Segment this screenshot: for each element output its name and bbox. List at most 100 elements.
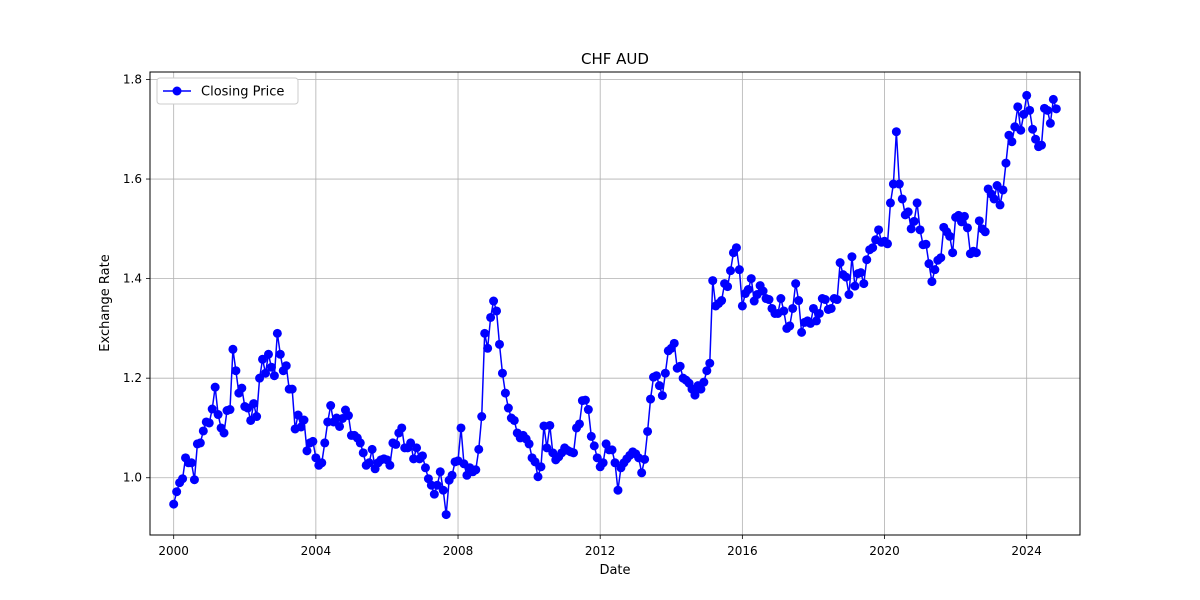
data-point	[850, 281, 860, 291]
data-point	[1048, 94, 1058, 104]
data-point	[832, 295, 842, 305]
data-point	[385, 460, 395, 470]
data-point	[497, 368, 507, 378]
data-point	[705, 358, 715, 368]
data-point	[788, 303, 798, 313]
data-point	[971, 248, 981, 258]
data-point	[266, 362, 276, 372]
data-point	[471, 465, 481, 475]
x-tick-label: 2024	[1011, 544, 1042, 558]
data-point	[737, 301, 747, 311]
data-point	[545, 420, 555, 430]
data-point	[169, 499, 179, 509]
data-point	[583, 405, 593, 415]
data-point	[794, 296, 804, 306]
data-point	[959, 211, 969, 221]
data-point	[785, 321, 795, 331]
data-point	[779, 306, 789, 316]
data-point	[699, 377, 709, 387]
data-point	[275, 349, 285, 359]
data-point	[355, 438, 365, 448]
data-point	[237, 383, 247, 393]
chart-title: CHF AUD	[581, 50, 649, 68]
data-point	[906, 224, 916, 234]
data-point	[1028, 124, 1038, 134]
data-point	[844, 290, 854, 300]
data-point	[509, 415, 519, 425]
data-point	[927, 277, 937, 287]
data-point	[432, 480, 442, 490]
data-point	[903, 207, 913, 217]
data-point	[252, 412, 262, 422]
data-point	[980, 227, 990, 237]
data-point	[726, 266, 736, 276]
data-point	[420, 463, 430, 473]
plot-area-frame	[149, 71, 1081, 536]
data-point	[723, 282, 733, 292]
data-point	[441, 510, 451, 520]
data-point	[261, 368, 271, 378]
data-point	[480, 328, 490, 338]
data-point	[874, 225, 884, 235]
data-point	[195, 438, 205, 448]
data-point	[586, 431, 596, 441]
data-point	[592, 453, 602, 463]
data-point	[962, 223, 972, 233]
data-point	[936, 253, 946, 263]
data-point	[456, 423, 466, 433]
data-point	[924, 259, 934, 269]
data-point	[293, 410, 303, 420]
legend-series-label: Closing Price	[201, 85, 284, 100]
data-point	[930, 265, 940, 275]
data-point	[429, 489, 439, 499]
data-point	[640, 454, 650, 464]
data-point	[948, 248, 958, 258]
data-point	[882, 239, 892, 249]
x-tick-label: 2012	[585, 544, 616, 558]
data-point	[474, 444, 484, 454]
x-axis-label: Date	[599, 563, 630, 578]
data-point	[255, 373, 265, 383]
data-point	[536, 462, 546, 472]
data-point	[589, 441, 599, 451]
grid-lines	[150, 72, 1080, 535]
data-point	[758, 286, 768, 296]
data-point	[791, 279, 801, 289]
data-point	[326, 401, 336, 411]
data-point	[859, 279, 869, 289]
data-point	[734, 265, 744, 275]
data-point	[909, 216, 919, 226]
data-point	[172, 487, 182, 497]
data-point	[391, 439, 401, 449]
data-point	[811, 316, 821, 326]
data-point	[358, 448, 368, 458]
data-point	[643, 426, 653, 436]
data-point	[269, 371, 279, 381]
data-point	[995, 200, 1005, 210]
data-point	[207, 404, 217, 414]
y-tick-label: 1.8	[123, 72, 142, 86]
data-point	[764, 295, 774, 305]
data-point	[186, 458, 196, 468]
data-point	[702, 366, 712, 376]
data-point	[249, 399, 259, 409]
data-point	[580, 395, 590, 405]
data-point	[1042, 105, 1052, 115]
data-point	[178, 474, 188, 484]
data-point	[847, 252, 857, 262]
data-point	[746, 274, 756, 284]
data-point	[258, 354, 268, 364]
data-point	[335, 421, 345, 431]
data-point	[598, 458, 608, 468]
data-point	[654, 381, 664, 391]
data-point	[717, 296, 727, 306]
data-point	[637, 468, 647, 478]
data-point	[646, 394, 656, 404]
data-point	[302, 446, 312, 456]
x-tick-label: 2020	[869, 544, 900, 558]
data-point	[989, 194, 999, 204]
data-point	[675, 361, 685, 371]
data-point	[228, 344, 238, 354]
data-point	[317, 458, 327, 468]
data-point	[1037, 140, 1046, 150]
